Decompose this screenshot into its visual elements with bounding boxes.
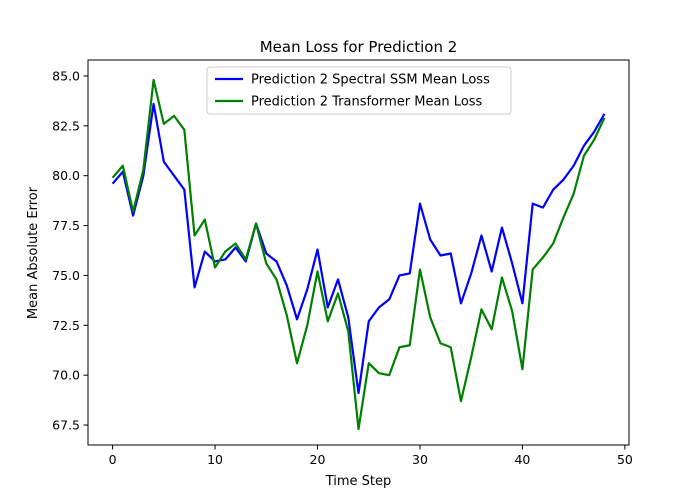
x-tick-label: 20	[310, 452, 326, 467]
y-tick-label: 80.0	[52, 168, 80, 183]
y-tick-label: 85.0	[52, 68, 80, 83]
chart-title: Mean Loss for Prediction 2	[260, 38, 458, 56]
series-line-2	[111, 78, 606, 431]
x-tick-label: 0	[109, 452, 117, 467]
legend-entry: Prediction 2 Transformer Mean Loss	[251, 95, 483, 110]
y-tick-label: 70.0	[52, 368, 80, 383]
y-tick-label: 77.5	[52, 218, 80, 233]
y-tick-label: 67.5	[52, 418, 80, 433]
axes-frame	[87, 59, 630, 446]
plot-area: 0 10 20 30 40 50 67.5 70.0 72.5 75.0 77.5 80.0 82.5 8…	[52, 59, 633, 467]
y-axis-label: Mean Absolute Error	[26, 186, 41, 319]
x-tick-label: 50	[617, 452, 633, 467]
y-tick-label: 82.5	[52, 118, 80, 133]
y-tick-label: 75.0	[52, 268, 80, 283]
x-tick-label: 30	[412, 452, 428, 467]
y-tick-label: 72.5	[52, 318, 80, 333]
x-tick-label: 40	[514, 452, 530, 467]
x-axis-label: Time Step	[325, 474, 392, 489]
legend: Prediction 2 Spectral SSM Mean Loss Predi…	[206, 66, 512, 115]
legend-entry: Prediction 2 Spectral SSM Mean Loss	[251, 73, 490, 88]
x-tick-label: 10	[207, 452, 223, 467]
series-line-1	[111, 102, 606, 395]
legend-box	[206, 66, 512, 115]
